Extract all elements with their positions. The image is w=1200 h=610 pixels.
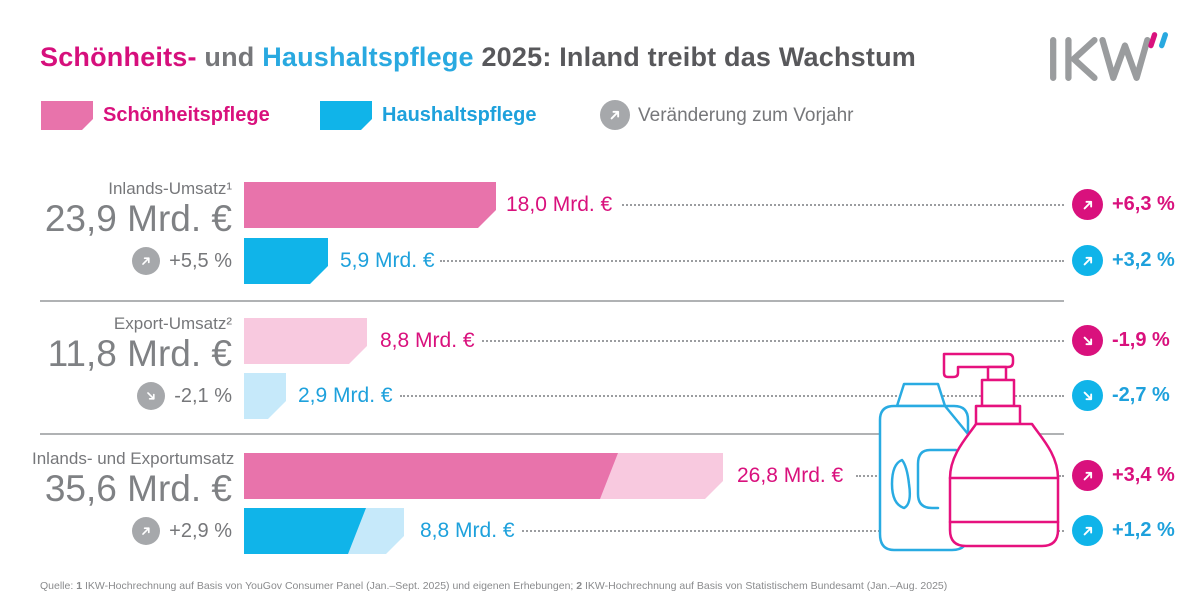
title-part-household: Haushaltspflege xyxy=(262,42,474,72)
row2-change: -2,1 % xyxy=(32,382,232,410)
pump-bottle-icon xyxy=(942,352,1060,548)
row1-change-arrow-icon xyxy=(132,247,161,275)
footnote-1-marker: 1 xyxy=(76,580,83,592)
legend-swatch-beauty xyxy=(41,101,93,130)
leader-line xyxy=(482,340,1064,342)
row3-label: Inlands- und Exportumsatz xyxy=(32,449,235,468)
bar-total-household-inland-segment xyxy=(244,508,366,554)
row1-change: +5,5 % xyxy=(32,247,232,275)
footnote-2-text: IKW-Hochrechnung auf Basis von Statistis… xyxy=(582,580,948,592)
legend-change-label: Veränderung zum Vorjahr xyxy=(638,105,854,126)
bar-inland-household xyxy=(244,238,328,284)
detergent-bottle-icon xyxy=(878,382,970,552)
badge-export-household-value: -2,7 % xyxy=(1112,384,1170,406)
title-part-rest: 2025: Inland treibt das Wachstum xyxy=(473,42,916,72)
legend-change-icon xyxy=(600,100,630,130)
logo-tick-pink xyxy=(1148,32,1158,49)
bar-inland-household-value: 5,9 Mrd. € xyxy=(340,249,435,272)
bar-total-beauty-value: 26,8 Mrd. € xyxy=(737,464,844,487)
bar-total-beauty-inland-segment xyxy=(244,453,618,499)
source-note: Quelle: 1 IKW-Hochrechnung auf Basis von… xyxy=(40,580,947,592)
footnote-2-marker: 2 xyxy=(576,580,583,592)
badge-export-beauty-icon xyxy=(1072,325,1103,356)
bar-export-beauty-value: 8,8 Mrd. € xyxy=(380,329,475,352)
divider-1 xyxy=(40,300,1064,302)
row3-change-arrow-icon xyxy=(132,517,161,545)
badge-total-beauty-value: +3,4 % xyxy=(1112,464,1175,486)
leader-line xyxy=(440,260,1064,262)
bar-export-household-value: 2,9 Mrd. € xyxy=(298,384,393,407)
legend-label-household: Haushaltspflege xyxy=(382,104,537,126)
leader-line xyxy=(522,530,1064,532)
badge-inland-household-value: +3,2 % xyxy=(1112,249,1175,271)
row1-label: Inlands-Umsatz¹ xyxy=(108,179,232,198)
badge-total-household-value: +1,2 % xyxy=(1112,519,1175,541)
row2-label: Export-Umsatz² xyxy=(113,314,232,333)
bar-inland-beauty xyxy=(244,182,496,228)
legend-label-beauty: Schönheitspflege xyxy=(103,104,270,126)
badge-inland-beauty-value: +6,3 % xyxy=(1112,193,1175,215)
bar-inland-beauty-value: 18,0 Mrd. € xyxy=(506,193,613,216)
ikw-logo xyxy=(1046,30,1168,93)
page-title: Schönheits- und Haushaltspflege 2025: In… xyxy=(40,42,916,73)
title-part-und: und xyxy=(196,42,263,72)
row3-change-value: +2,9 % xyxy=(169,519,232,542)
row1-change-value: +5,5 % xyxy=(169,249,232,272)
source-prefix: Quelle: xyxy=(40,580,77,592)
divider-2 xyxy=(40,433,1064,435)
row2-change-value: -2,1 % xyxy=(174,384,232,407)
badge-total-beauty-icon xyxy=(1072,460,1103,491)
leader-line xyxy=(400,395,1064,397)
legend-swatch-household xyxy=(320,101,372,130)
bar-export-beauty xyxy=(244,318,367,364)
bar-total-household-value: 8,8 Mrd. € xyxy=(420,519,515,542)
row3-total: 35,6 Mrd. € xyxy=(44,468,232,509)
badge-export-beauty-value: -1,9 % xyxy=(1112,329,1170,351)
badge-inland-beauty-icon xyxy=(1072,189,1103,220)
row2-total: 11,8 Mrd. € xyxy=(47,333,232,374)
bar-total-beauty xyxy=(244,453,723,499)
badge-total-household-icon xyxy=(1072,515,1103,546)
bar-total-household xyxy=(244,508,404,554)
title-part-beauty: Schönheits- xyxy=(40,42,197,72)
product-bottles-illustration xyxy=(868,344,1068,567)
row1-total: 23,9 Mrd. € xyxy=(44,198,232,239)
row3-change: +2,9 % xyxy=(32,517,232,545)
bar-export-household xyxy=(244,373,286,419)
badge-inland-household-icon xyxy=(1072,245,1103,276)
leader-line xyxy=(622,204,1064,206)
logo-tick-cyan xyxy=(1159,32,1168,49)
badge-export-household-icon xyxy=(1072,380,1103,411)
row2-change-arrow-icon xyxy=(137,382,166,410)
footnote-1-text: IKW-Hochrechnung auf Basis von YouGov Co… xyxy=(82,580,577,592)
